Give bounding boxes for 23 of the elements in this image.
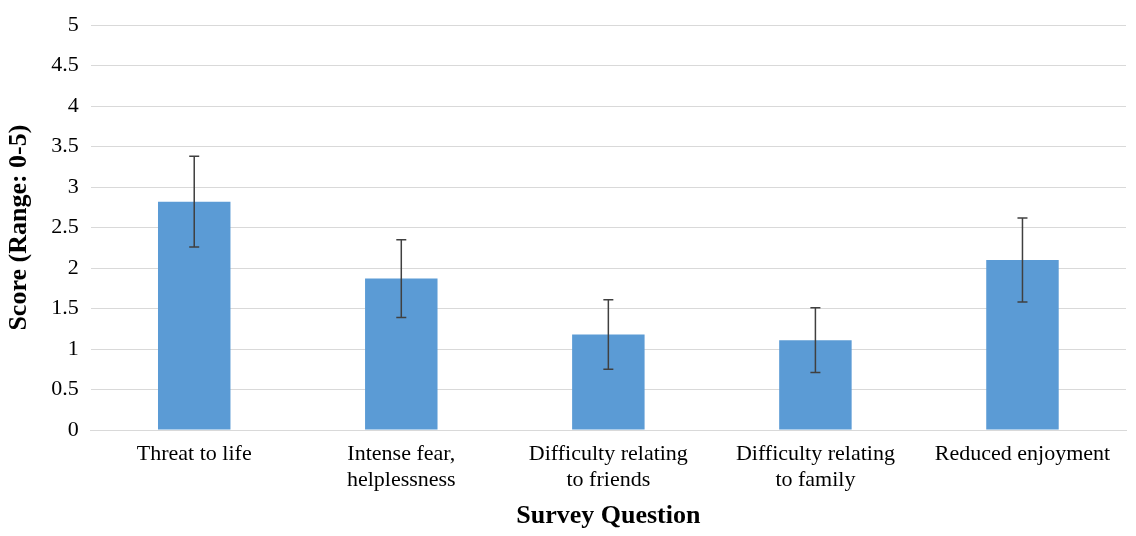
x-tick-label: Threat to life (136, 439, 252, 465)
x-tick-label: Difficulty relating to family (735, 439, 895, 492)
y-tick-label: 3 (67, 172, 79, 198)
bar (572, 334, 645, 430)
x-tick-label: Difficulty relating to friends (528, 439, 688, 492)
y-tick-label: 0.5 (51, 375, 79, 401)
x-tick-label: Intense fear, helplessness (346, 439, 456, 492)
y-tick-label: 3.5 (51, 132, 79, 158)
y-tick-label: 2.5 (51, 213, 79, 239)
y-tick-label: 1 (67, 334, 79, 360)
y-tick-label: 2 (67, 253, 79, 279)
x-tick-label: Reduced enjoyment (934, 439, 1111, 465)
y-tick-label: 1.5 (51, 294, 79, 320)
y-tick-label: 5 (67, 10, 79, 36)
y-axis-title: Score (Range: 0-5) (3, 124, 33, 331)
bar (779, 340, 852, 430)
y-tick-label: 4.5 (51, 51, 79, 77)
bar (365, 278, 438, 430)
bar (158, 201, 231, 430)
bar (986, 259, 1059, 430)
x-axis-title: Survey Question (516, 500, 701, 530)
y-tick-label: 0 (67, 415, 79, 441)
y-tick-label: 4 (67, 91, 79, 117)
